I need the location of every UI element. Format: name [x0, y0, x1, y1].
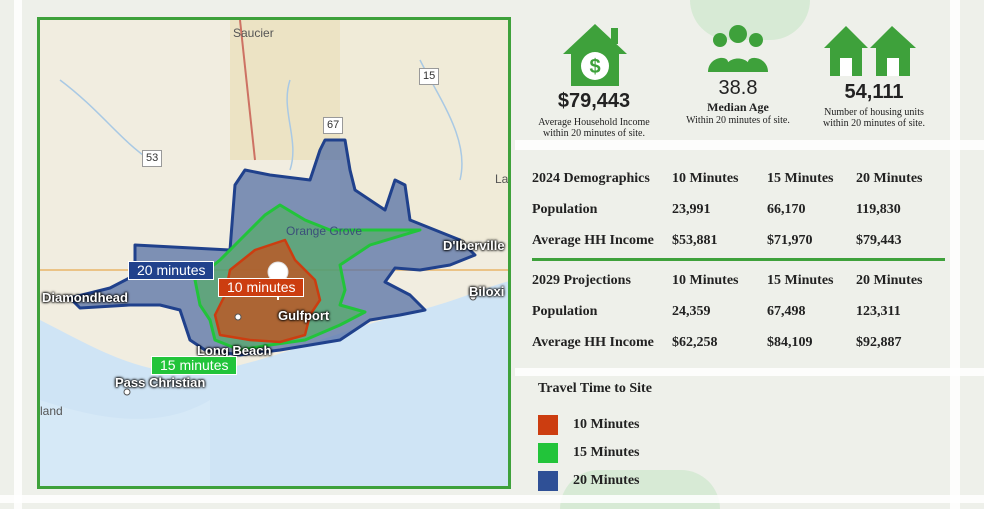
housing-stat: 54,111 Number of housing units within 20… [812, 81, 936, 129]
table-cell: $92,887 [856, 334, 902, 350]
table-row: Population 24,359 67,498 123,311 [532, 296, 946, 327]
housing-value: 54,111 [844, 81, 904, 103]
map-town-label: Lat [495, 172, 511, 186]
age-stat: 38.8 Median Age Within 20 minutes of sit… [678, 77, 798, 126]
isochrone-label-10: 10 minutes [218, 278, 305, 297]
table-header-cell: 2029 Projections [532, 272, 631, 288]
table-header-cell: 20 Minutes [856, 272, 923, 288]
table-cell: Average HH Income [532, 334, 654, 350]
table-cell: Average HH Income [532, 232, 654, 248]
age-label: Within 20 minutes of site. [686, 115, 790, 126]
table-row: Population 23,991 66,170 119,830 [532, 194, 946, 225]
background-road [515, 140, 984, 150]
svg-text:$: $ [589, 56, 600, 78]
table-cell: $84,109 [767, 334, 813, 350]
house-dollar-icon: $ [563, 24, 627, 86]
table-cell: 23,991 [672, 201, 711, 217]
income-stat: $79,443 Average Household Income within … [529, 90, 659, 139]
map-city-label: Long Beach [197, 343, 272, 358]
projections-2029-table: 2029 Projections 10 Minutes 15 Minutes 2… [532, 265, 946, 358]
legend-swatch [538, 471, 558, 491]
table-header-cell: 2024 Demographics [532, 170, 650, 186]
table-row: Average HH Income $53,881 $71,970 $79,44… [532, 225, 946, 256]
legend-label: 20 Minutes [573, 473, 640, 488]
isochrone-label-15: 15 minutes [151, 356, 238, 375]
table-header-cell: 20 Minutes [856, 170, 923, 186]
background-park [690, 0, 810, 40]
legend-swatch [538, 443, 558, 463]
legend-swatch [538, 415, 558, 435]
table-header-cell: 15 Minutes [767, 170, 834, 186]
housing-label: Number of housing units within 20 minute… [823, 107, 925, 129]
table-cell: 66,170 [767, 201, 806, 217]
background-road [515, 368, 984, 376]
people-group-icon [708, 25, 768, 72]
table-cell: $71,970 [767, 232, 813, 248]
background-road [950, 0, 960, 509]
age-value: 38.8 [718, 77, 758, 99]
table-header-row: 2029 Projections 10 Minutes 15 Minutes 2… [532, 265, 946, 296]
background-road [14, 0, 22, 509]
map-town-label: Orange Grove [286, 224, 363, 238]
table-header-cell: 10 Minutes [672, 272, 739, 288]
highway-shield: 53 [142, 150, 163, 167]
map-city-label: Diamondhead [42, 290, 128, 305]
income-label: Average Household Income within 20 minut… [538, 117, 650, 139]
table-header-cell: 10 Minutes [672, 170, 739, 186]
map-city-label: Gulfport [278, 308, 330, 323]
table-cell: $62,258 [672, 334, 718, 350]
legend-label: 15 Minutes [573, 445, 640, 460]
table-cell: 123,311 [856, 303, 901, 319]
section-divider [532, 258, 945, 261]
isochrone-map[interactable]: Saucier Orange Grove Lat land 15 67 53 D… [37, 17, 511, 489]
map-city-label: Biloxi [469, 284, 505, 299]
table-cell: Population [532, 201, 598, 217]
table-cell: $79,443 [856, 232, 902, 248]
table-cell: 67,498 [767, 303, 806, 319]
highway-shield: 15 [419, 68, 440, 85]
table-header-cell: 15 Minutes [767, 272, 834, 288]
map-city-label: Pass Christian [115, 375, 206, 390]
table-header-row: 2024 Demographics 10 Minutes 15 Minutes … [532, 163, 946, 194]
map-town-label: Saucier [233, 26, 274, 40]
background-road [0, 495, 984, 503]
table-row: Average HH Income $62,258 $84,109 $92,88… [532, 327, 946, 358]
age-sublabel: Median Age [707, 100, 769, 114]
highway-shield: 67 [323, 117, 344, 134]
income-value: $79,443 [557, 90, 631, 112]
legend-item: 15 Minutes [538, 443, 640, 463]
legend-item: 20 Minutes [538, 471, 640, 491]
map-town-label: land [40, 404, 63, 418]
table-cell: $53,881 [672, 232, 718, 248]
isochrone-label-20: 20 minutes [128, 261, 215, 280]
table-cell: 24,359 [672, 303, 711, 319]
houses-icon [824, 26, 916, 76]
table-cell: Population [532, 303, 598, 319]
legend-item: 10 Minutes [538, 415, 640, 435]
table-cell: 119,830 [856, 201, 901, 217]
map-city-label: D'Iberville [443, 238, 505, 253]
demographics-2024-table: 2024 Demographics 10 Minutes 15 Minutes … [532, 163, 946, 256]
map-canvas [40, 20, 508, 486]
legend-label: 10 Minutes [573, 417, 640, 432]
legend-title: Travel Time to Site [538, 381, 652, 396]
